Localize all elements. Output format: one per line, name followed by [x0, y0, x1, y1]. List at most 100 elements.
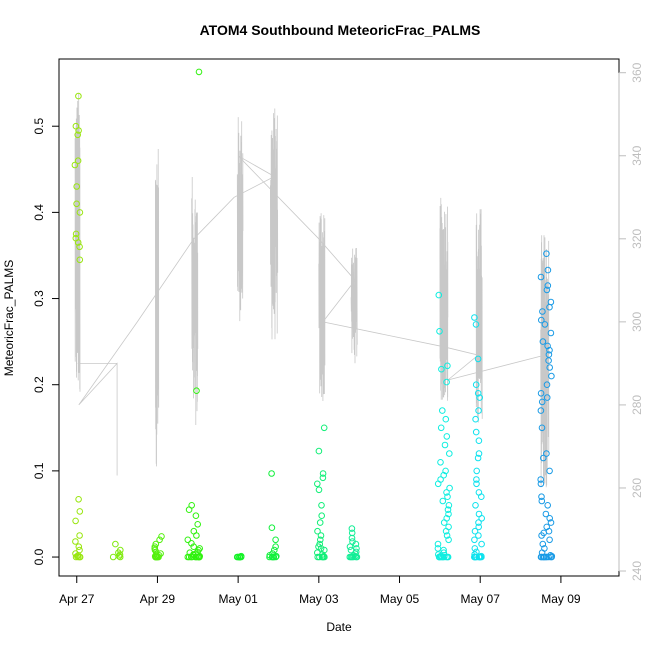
meteoric-point	[543, 250, 550, 257]
meteoric-point	[544, 266, 552, 274]
meteoric-point	[475, 523, 483, 531]
meteoric-point	[445, 536, 452, 544]
meteoric-point	[538, 316, 545, 324]
meteoric-point	[435, 291, 443, 299]
meteoric-point	[317, 536, 324, 544]
meteoric-point	[547, 519, 555, 526]
meteoric-point	[76, 256, 84, 264]
y-tick-label: 0.0	[32, 548, 46, 565]
meteoric-point	[478, 493, 485, 501]
meteoric-point	[539, 540, 547, 548]
meteoric-point	[352, 540, 360, 548]
meteoric-point	[74, 157, 82, 164]
meteoric-point	[437, 424, 445, 432]
meteoric-point	[475, 437, 483, 445]
meteoric-point	[546, 346, 553, 354]
meteoric-point	[442, 467, 449, 475]
meteoric-point	[474, 355, 482, 363]
meteoric-point	[546, 536, 553, 544]
meteoric-point	[314, 480, 321, 488]
y2-tick-label: 340	[630, 145, 644, 165]
meteoric-point	[543, 286, 551, 294]
meteoric-point	[73, 183, 80, 190]
meteoric-point	[478, 540, 485, 548]
meteoric-point	[474, 454, 482, 462]
meteoric-point	[75, 92, 82, 100]
meteoric-point	[346, 553, 354, 561]
meteoric-point	[268, 470, 275, 477]
meteoric-point	[546, 467, 553, 475]
meteoric-point	[158, 533, 165, 540]
x-axis-label: Date	[326, 620, 352, 634]
meteoric-point	[544, 502, 552, 509]
meteoric-point	[271, 546, 278, 554]
meteoric-point	[193, 387, 200, 395]
meteoric-point	[320, 424, 328, 432]
x-tick-label: Apr 27	[59, 592, 95, 606]
meteoric-point	[272, 536, 279, 544]
meteoric-point	[542, 553, 550, 561]
meteoric-point	[538, 497, 546, 505]
meteoric-point	[445, 510, 452, 518]
meteoric-point	[436, 553, 444, 561]
meteoric-point	[443, 553, 450, 561]
meteoric-point	[443, 489, 450, 496]
meteoric-point	[187, 553, 195, 561]
meteoric-point	[76, 532, 83, 539]
meteoric-point	[443, 378, 450, 386]
y2-tick-label: 360	[630, 62, 644, 82]
theta-segment	[191, 176, 199, 426]
meteoric-point	[475, 519, 482, 526]
meteoric-point	[472, 415, 479, 423]
points-layer	[71, 68, 556, 561]
meteoric-point	[272, 553, 280, 561]
x-axis: Apr 27 Apr 29 May 01 May 03 May 05 May 07 May …	[59, 575, 581, 606]
meteoric-point	[546, 364, 554, 371]
theta-segment	[540, 235, 550, 488]
meteoric-point	[317, 545, 325, 552]
theta-segment	[269, 108, 279, 340]
meteoric-point	[76, 508, 84, 515]
chart-title: ATOM4 Southbound MeteoricFrac_PALMS	[200, 22, 481, 38]
theta-segment	[318, 213, 326, 402]
meteoric-point	[471, 527, 479, 535]
meteoric-point	[478, 553, 485, 561]
meteoric-point	[348, 534, 356, 542]
meteoric-point	[319, 474, 327, 482]
meteoric-point	[537, 476, 545, 483]
meteoric-point	[547, 553, 555, 561]
meteoric-point	[545, 357, 552, 364]
meteoric-point	[190, 543, 197, 551]
meteoric-point	[440, 519, 448, 526]
plot-box	[58, 58, 620, 577]
y-tick-label: 0.2	[32, 376, 46, 393]
meteoric-point	[195, 553, 202, 561]
meteoric-point	[74, 131, 81, 139]
meteoric-point	[472, 321, 480, 328]
theta-segment	[350, 247, 358, 364]
meteoric-point	[434, 540, 442, 548]
meteoric-point	[115, 549, 122, 557]
meteoric-point	[185, 506, 193, 514]
meteoric-point	[270, 553, 278, 561]
meteoric-point	[538, 398, 546, 406]
meteoric-point	[473, 476, 480, 483]
meteoric-point	[471, 553, 479, 561]
y2-axis: 240 260 280 300 320 340 360	[618, 62, 644, 581]
meteoric-point	[319, 470, 327, 477]
meteoric-point	[544, 342, 551, 350]
meteoric-point	[539, 308, 546, 315]
meteoric-point	[443, 532, 451, 539]
y-axis-label: MeteoricFrac_PALMS	[2, 260, 16, 376]
meteoric-point	[446, 450, 453, 457]
meteoric-point	[434, 545, 442, 552]
meteoric-point	[538, 424, 546, 432]
y2-tick-label: 300	[630, 312, 644, 332]
x-tick-label: Apr 29	[140, 592, 176, 606]
meteoric-point	[346, 543, 354, 551]
meteoric-point	[472, 502, 479, 509]
x-tick-label: May 05	[380, 592, 420, 606]
meteoric-point	[474, 390, 482, 397]
meteoric-point	[76, 209, 84, 216]
meteoric-point	[446, 484, 453, 492]
